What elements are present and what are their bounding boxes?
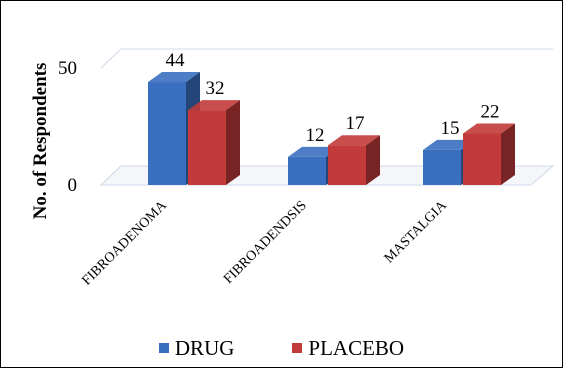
- legend-swatch-placebo: [292, 343, 303, 353]
- chart-legend: DRUG PLACEBO: [0, 335, 563, 361]
- x-tick-label: FIBROADENOMA: [79, 198, 170, 289]
- data-label-drug-2: 15: [441, 118, 460, 139]
- bar-side-placebo-1: [366, 135, 380, 185]
- data-label-placebo-0: 32: [206, 78, 225, 99]
- bar-drug-mastalgia: [423, 149, 461, 185]
- data-label-placebo-1: 17: [346, 113, 365, 134]
- bar-side-placebo-2: [501, 123, 515, 185]
- bar-drug-fibroadenosis: [288, 156, 326, 185]
- x-tick-label: MASTALGIA: [382, 198, 451, 267]
- bar-top-drug-0: [148, 72, 200, 83]
- legend-label-placebo: PLACEBO: [308, 335, 405, 360]
- y-tick-label: 50: [58, 58, 77, 79]
- data-label-drug-0: 44: [166, 50, 186, 71]
- bar-top-placebo-1: [328, 135, 380, 146]
- bar-placebo-fibroadenoma: [188, 110, 226, 185]
- y-tick-label: 0: [68, 175, 78, 196]
- legend-item-drug: DRUG: [158, 335, 235, 361]
- legend-swatch-drug: [158, 343, 169, 353]
- bar-placebo-mastalgia: [463, 133, 501, 185]
- data-label-placebo-2: 22: [481, 102, 500, 123]
- bar-drug-fibroadenoma: [148, 82, 186, 185]
- bar-top-drug-2: [423, 139, 475, 150]
- bar-top-placebo-2: [463, 123, 515, 134]
- bar-top-drug-1: [288, 146, 340, 157]
- bar-side-placebo-0: [226, 100, 240, 185]
- bar-top-placebo-0: [188, 100, 240, 111]
- legend-item-placebo: PLACEBO: [292, 336, 404, 361]
- bar-placebo-fibroadenosis: [328, 145, 366, 185]
- chart-plot: 0 50 No. of Respondents 44 32 12 17 15 22 FIBROAD…: [30, 48, 555, 289]
- legend-label-drug: DRUG: [174, 335, 235, 360]
- gridline-side-50: [100, 48, 122, 69]
- data-label-drug-1: 12: [306, 125, 325, 146]
- x-tick-label: FIBROADENDSIS: [221, 198, 310, 287]
- y-axis-label: No. of Respondents: [30, 63, 51, 220]
